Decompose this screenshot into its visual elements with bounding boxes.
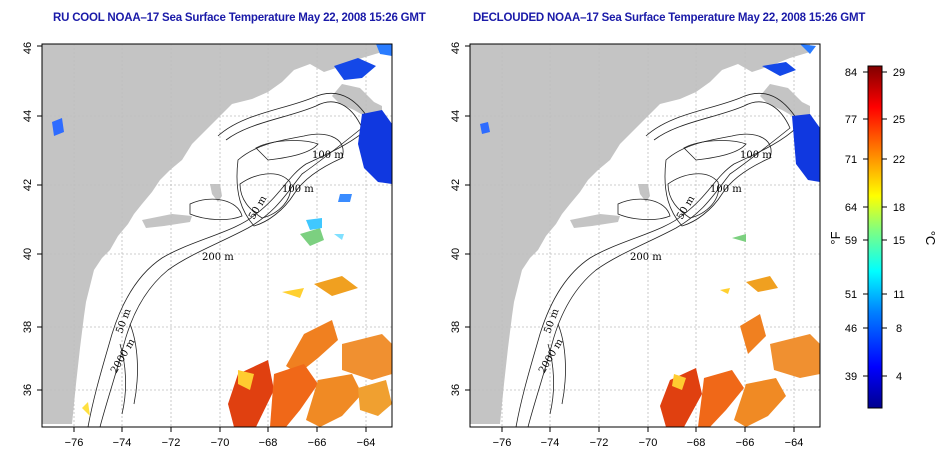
left-label-200m: 200 m <box>202 252 234 263</box>
right-ytick: 36 <box>450 384 462 396</box>
right-xtick: −64 <box>785 437 804 449</box>
right-xtick: −66 <box>736 437 755 449</box>
celsius-unit-label: °C <box>923 231 938 246</box>
c-tick-label: 11 <box>893 289 904 301</box>
right-ytick: 46 <box>450 42 462 54</box>
fahrenheit-unit-label: °F <box>828 231 843 244</box>
left-axis-ticks <box>37 45 367 432</box>
right-sst-patches <box>480 44 820 427</box>
right-y-tick-labels: 36 38 40 42 44 46 <box>450 42 462 396</box>
right-xtick: −70 <box>639 437 658 449</box>
left-ytick: 42 <box>22 179 34 191</box>
right-bathymetry-contours <box>515 93 801 428</box>
c-tick-label: 25 <box>893 114 905 126</box>
left-map-frame <box>41 43 393 428</box>
left-map-panel: 100 m 100 m 50 m 200 m 50 m 2000 m <box>22 42 393 449</box>
right-ytick: 42 <box>450 179 462 191</box>
left-xtick: −64 <box>357 437 376 449</box>
left-xtick: −76 <box>65 437 84 449</box>
right-map-panel: 100 m 100 m 50 m 200 m 50 m 2000 m <box>450 42 821 449</box>
c-tick-label: 29 <box>893 67 905 79</box>
left-xtick: −74 <box>113 437 132 449</box>
right-label-100m-b: 100 m <box>710 184 742 195</box>
f-tick-label: 84 <box>845 67 857 79</box>
left-label-100m-b: 100 m <box>282 184 314 195</box>
f-tick-label: 77 <box>845 114 857 126</box>
right-xtick: −74 <box>541 437 560 449</box>
left-sst-patches <box>52 44 392 427</box>
left-xtick: −72 <box>162 437 181 449</box>
left-label-100m-a: 100 m <box>312 150 344 161</box>
f-tick-label: 71 <box>845 154 857 166</box>
right-xtick: −72 <box>590 437 609 449</box>
colorbar-celsius-labels: 29 25 22 18 15 11 8 4 <box>893 67 905 383</box>
right-axis-ticks <box>465 45 795 432</box>
right-ytick: 40 <box>450 248 462 260</box>
c-tick-label: 22 <box>893 154 905 166</box>
colorbar: 84 77 71 64 59 51 46 39 29 25 22 18 15 1… <box>828 65 938 409</box>
f-tick-label: 39 <box>845 371 857 383</box>
left-xtick: −68 <box>259 437 278 449</box>
right-ytick: 44 <box>450 110 462 122</box>
left-ytick: 38 <box>22 321 34 333</box>
right-panel-title: DECLOUDED NOAA–17 Sea Surface Temperatur… <box>473 12 866 24</box>
right-map-frame <box>469 43 821 428</box>
right-label-100m-a: 100 m <box>740 150 772 161</box>
c-tick-label: 15 <box>893 235 905 247</box>
left-ytick: 36 <box>22 384 34 396</box>
left-ytick: 44 <box>22 110 34 122</box>
left-y-tick-labels: 36 38 40 42 44 46 <box>22 42 34 396</box>
left-bathymetry-contours <box>87 93 373 428</box>
colorbar-ticks <box>863 71 887 377</box>
right-x-tick-labels: −76 −74 −72 −70 −68 −66 −64 <box>493 437 804 449</box>
c-tick-label: 8 <box>896 323 902 335</box>
f-tick-label: 51 <box>845 289 857 301</box>
colorbar-gradient <box>867 65 883 409</box>
left-ytick: 46 <box>22 42 34 54</box>
left-panel-title: RU COOL NOAA–17 Sea Surface Temperature … <box>53 12 426 24</box>
left-xtick: −70 <box>211 437 230 449</box>
f-tick-label: 59 <box>845 235 857 247</box>
f-tick-label: 64 <box>845 202 857 214</box>
left-xtick: −66 <box>308 437 327 449</box>
c-tick-label: 18 <box>893 202 905 214</box>
c-tick-label: 4 <box>896 371 902 383</box>
left-x-tick-labels: −76 −74 −72 −70 −68 −66 −64 <box>65 437 376 449</box>
f-tick-label: 46 <box>845 323 857 335</box>
right-xtick: −68 <box>687 437 706 449</box>
left-ytick: 40 <box>22 248 34 260</box>
right-ytick: 38 <box>450 321 462 333</box>
colorbar-fahrenheit-labels: 84 77 71 64 59 51 46 39 <box>845 67 857 383</box>
right-xtick: −76 <box>493 437 512 449</box>
right-label-200m: 200 m <box>630 252 662 263</box>
